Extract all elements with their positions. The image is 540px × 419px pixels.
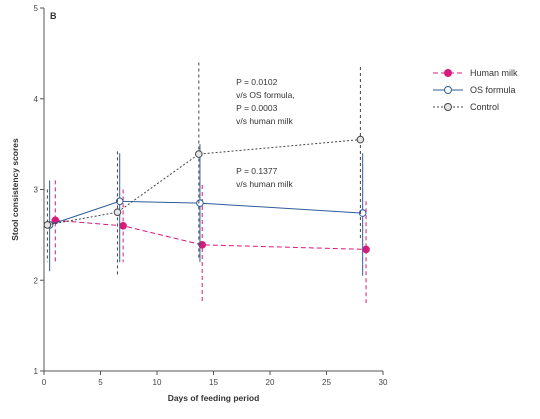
y-tick-label: 5 (34, 4, 39, 13)
x-tick-label: 15 (209, 378, 218, 387)
data-point (362, 245, 370, 254)
annotation-line: v/s human milk (236, 179, 293, 189)
y-tick-label: 3 (34, 186, 39, 195)
data-point (43, 221, 52, 229)
x-tick-label: 25 (322, 378, 331, 387)
series-layer (43, 62, 370, 303)
legend-label: OS formula (470, 85, 516, 95)
annotation-line: P = 0.0102 (236, 77, 277, 87)
series-line (49, 200, 363, 226)
series (51, 180, 370, 303)
legend-marker (444, 86, 452, 94)
data-point (113, 208, 122, 216)
y-tick-label: 4 (34, 95, 39, 104)
x-tick-label: 30 (379, 378, 388, 387)
data-point (115, 197, 124, 206)
y-tick-label: 2 (34, 276, 39, 285)
series-line (47, 139, 361, 226)
data-point (358, 209, 367, 217)
y-axis-title: Stool consistency scores (10, 138, 20, 241)
annotation-line: P = 0.1377 (236, 166, 277, 176)
data-point (196, 199, 204, 207)
data-point (195, 150, 203, 158)
data-point (356, 135, 365, 144)
x-tick-label: 20 (266, 378, 275, 387)
series (43, 62, 365, 275)
annotation-line: v/s OS formula, (236, 90, 295, 100)
panel-label: B (50, 11, 57, 21)
legend-marker (444, 103, 452, 111)
x-tick-label: 5 (98, 378, 103, 387)
axes: 1 2 3 4 5 0 5 10 15 20 25 30 (34, 4, 388, 387)
legend-label: Human milk (470, 68, 518, 78)
annotation-line: v/s human milk (236, 116, 293, 126)
text-layer: Days of feeding period Stool consistency … (10, 11, 295, 403)
annotation-line: P = 0.0003 (236, 103, 277, 113)
legend-label: Control (470, 102, 499, 112)
y-tick-label: 1 (34, 367, 39, 376)
x-tick-label: 10 (153, 378, 162, 387)
legend: Human milk OS formula Control (433, 68, 518, 112)
x-axis-title: Days of feeding period (168, 393, 260, 403)
series-line (55, 219, 367, 250)
series (45, 144, 367, 276)
x-tick-label: 0 (42, 378, 47, 387)
legend-marker (444, 69, 452, 77)
data-point (119, 222, 127, 230)
